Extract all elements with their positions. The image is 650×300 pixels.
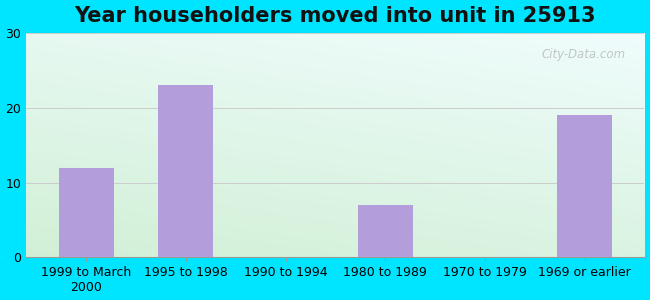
Bar (159, 85, 213, 257)
Bar (58, 167, 114, 257)
Bar (557, 115, 612, 257)
Text: City-Data.com: City-Data.com (541, 48, 626, 62)
Title: Year householders moved into unit in 25913: Year householders moved into unit in 259… (75, 6, 596, 26)
Bar (358, 205, 413, 257)
